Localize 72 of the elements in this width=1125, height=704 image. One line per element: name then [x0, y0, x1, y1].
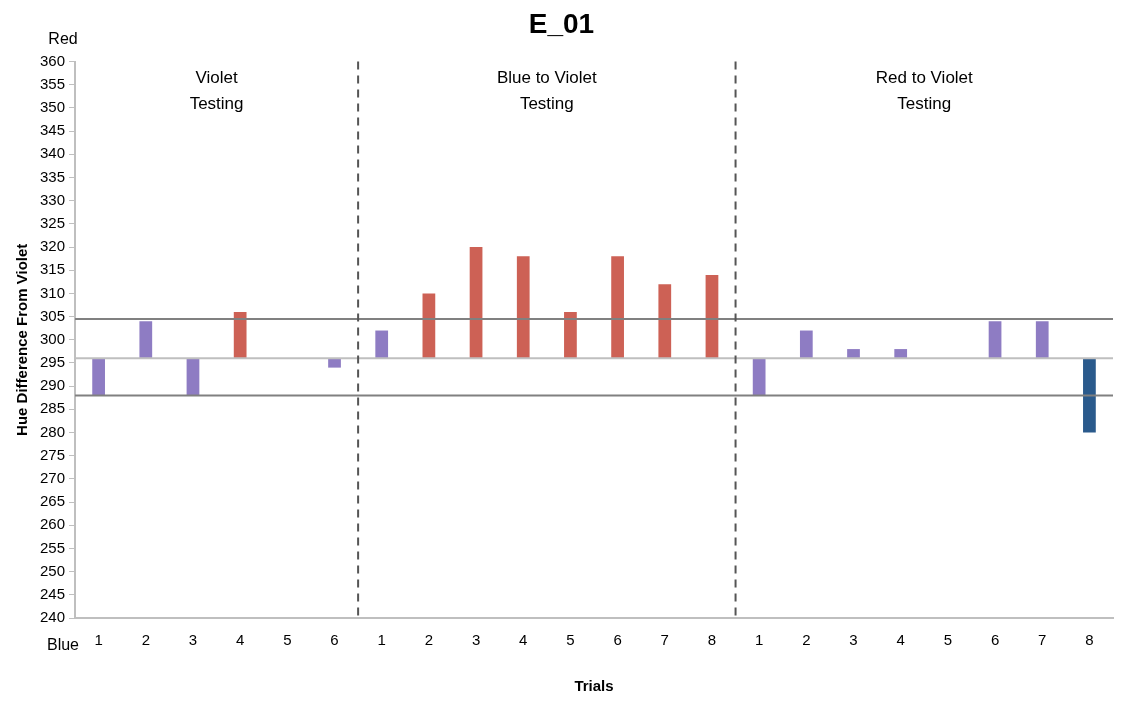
y-tick-label: 295: [40, 353, 66, 371]
y-tick-label: 325: [40, 214, 66, 232]
y-tick-label: 255: [40, 538, 66, 556]
bar: [799, 330, 813, 359]
y-tick-label: 335: [40, 167, 66, 185]
bar: [516, 256, 530, 359]
bar: [233, 311, 247, 359]
annotation: Violet Testing: [189, 68, 244, 114]
x-tick-label: 5: [566, 631, 575, 649]
y-tick-label: 360: [40, 51, 66, 69]
x-tick-label: 3: [188, 631, 198, 649]
x-tick-label: 4: [896, 631, 905, 649]
x-tick-label: 6: [990, 631, 1000, 649]
x-tick-label: 4: [235, 631, 245, 649]
x-tick-label: 1: [377, 631, 386, 649]
x-tick-label: 1: [94, 631, 103, 649]
x-tick-label: 1: [754, 631, 764, 649]
bar: [988, 321, 1002, 359]
bar: [469, 247, 483, 359]
y-tick-label: 280: [40, 422, 66, 440]
bar: [375, 330, 389, 359]
text: Blue: [46, 636, 80, 654]
bar: [611, 256, 624, 359]
bar: [658, 284, 672, 359]
y-tick-label: 300: [40, 329, 66, 347]
y-tick-label: 315: [40, 260, 66, 278]
y-tick-label: 340: [40, 144, 66, 162]
y-tick-label: 350: [40, 98, 66, 116]
x-tick-label: 2: [802, 631, 811, 649]
y-tick-label: 285: [40, 399, 66, 417]
bar: [752, 358, 766, 396]
bar: [1035, 321, 1049, 359]
y-tick-label: 355: [40, 74, 66, 92]
annotation: Red to Violet Testing: [875, 68, 974, 114]
x-tick-label: 7: [660, 631, 669, 649]
y-tick-label: 330: [40, 190, 66, 208]
x-tick-label: 2: [141, 631, 150, 649]
y-tick-label: 310: [40, 283, 66, 301]
x-tick-label: 7: [1038, 631, 1047, 649]
x-tick-label: 3: [471, 631, 481, 649]
bar: [705, 274, 719, 359]
x-tick-label: 4: [519, 631, 528, 649]
y-tick-label: 275: [40, 445, 66, 463]
y-tick-label: 290: [40, 376, 66, 394]
bar: [1083, 358, 1096, 433]
y-tick-label: 270: [40, 469, 66, 487]
y-tick-label: 260: [40, 515, 66, 533]
bar: [92, 358, 105, 396]
bar: [422, 293, 436, 359]
y-tick-label: 265: [40, 492, 66, 510]
y-tick-label: 245: [40, 584, 66, 602]
bar: [328, 358, 341, 368]
text: Red: [48, 30, 78, 48]
y-tick-label: 250: [40, 561, 66, 579]
annotation: Blue to Violet Testing: [496, 68, 598, 114]
x-axis-title: Trials: [574, 677, 614, 695]
x-tick-label: 2: [424, 631, 434, 649]
y-tick-label: 305: [40, 306, 66, 324]
y-tick-label: 345: [40, 121, 66, 139]
y-axis-title: Hue Difference From Violet: [13, 243, 31, 436]
bar: [139, 321, 153, 359]
y-tick-label: 320: [40, 237, 66, 255]
x-tick-label: 5: [943, 631, 953, 649]
x-tick-label: 6: [613, 631, 622, 649]
x-tick-label: 5: [283, 631, 292, 649]
x-tick-label: 8: [707, 631, 717, 649]
y-tick-label: 240: [40, 608, 66, 626]
x-tick-label: 6: [330, 631, 339, 649]
bar: [564, 311, 577, 359]
chart-title: E_01: [528, 7, 595, 39]
x-tick-label: 3: [849, 631, 858, 649]
x-tick-label: 8: [1085, 631, 1094, 649]
